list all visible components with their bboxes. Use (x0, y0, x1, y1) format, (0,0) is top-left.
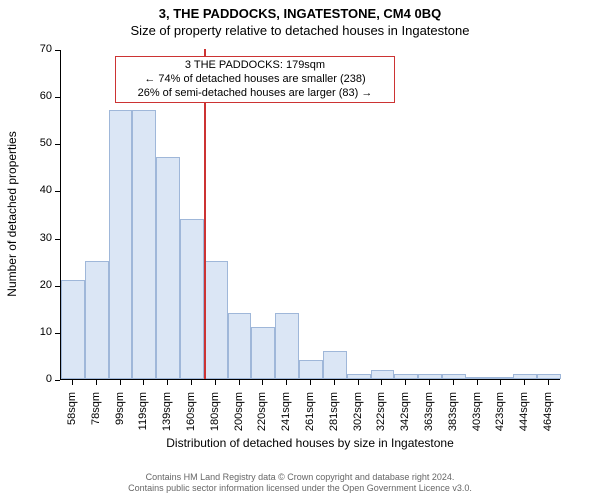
y-tick-label: 70 (22, 43, 52, 55)
x-tick-label: 383sqm (447, 392, 459, 442)
y-tick-mark (55, 144, 60, 145)
histogram-bar (418, 374, 442, 379)
annotation-line-3: 26% of semi-detached houses are larger (… (122, 87, 388, 101)
x-tick-label: 160sqm (185, 392, 197, 442)
attribution: Contains HM Land Registry data © Crown c… (0, 472, 600, 495)
histogram-bar (513, 374, 537, 379)
title-line2: Size of property relative to detached ho… (0, 21, 600, 38)
x-tick-label: 363sqm (423, 392, 435, 442)
x-tick-mark (262, 380, 263, 385)
x-tick-mark (167, 380, 168, 385)
x-tick-mark (429, 380, 430, 385)
histogram-bar (85, 261, 109, 379)
annotation-line-2: ← 74% of detached houses are smaller (23… (122, 73, 388, 87)
attribution-line-2: Contains public sector information licen… (0, 483, 600, 494)
x-tick-mark (310, 380, 311, 385)
annotation-line-1: 3 THE PADDOCKS: 179sqm (122, 59, 388, 73)
y-tick-label: 30 (22, 232, 52, 244)
histogram-bar (442, 374, 466, 379)
y-tick-mark (55, 191, 60, 192)
histogram-bar (490, 377, 514, 379)
histogram-bar (466, 377, 490, 379)
y-tick-label: 10 (22, 326, 52, 338)
y-tick-mark (55, 380, 60, 381)
histogram-bar (347, 374, 371, 379)
x-tick-mark (191, 380, 192, 385)
x-tick-label: 58sqm (66, 392, 78, 442)
x-tick-mark (405, 380, 406, 385)
histogram-bar (132, 110, 156, 379)
x-tick-mark (548, 380, 549, 385)
histogram-bar (394, 374, 418, 379)
x-tick-mark (453, 380, 454, 385)
x-tick-label: 342sqm (399, 392, 411, 442)
y-tick-mark (55, 50, 60, 51)
histogram-bar (109, 110, 133, 379)
x-tick-label: 423sqm (494, 392, 506, 442)
y-tick-label: 20 (22, 279, 52, 291)
histogram-bar (323, 351, 347, 379)
x-tick-label: 78sqm (90, 392, 102, 442)
x-tick-label: 322sqm (375, 392, 387, 442)
x-tick-label: 281sqm (328, 392, 340, 442)
x-tick-mark (215, 380, 216, 385)
y-tick-mark (55, 97, 60, 98)
x-tick-label: 261sqm (304, 392, 316, 442)
x-tick-label: 180sqm (209, 392, 221, 442)
histogram-bar (275, 313, 299, 379)
histogram-bar (204, 261, 228, 379)
y-tick-mark (55, 239, 60, 240)
attribution-line-1: Contains HM Land Registry data © Crown c… (0, 472, 600, 483)
histogram-bar (537, 374, 561, 379)
x-tick-label: 241sqm (280, 392, 292, 442)
x-tick-label: 403sqm (471, 392, 483, 442)
x-tick-mark (239, 380, 240, 385)
y-tick-label: 50 (22, 137, 52, 149)
histogram-bar (371, 370, 395, 379)
x-tick-label: 200sqm (233, 392, 245, 442)
y-tick-label: 40 (22, 184, 52, 196)
y-tick-mark (55, 286, 60, 287)
histogram-bar (156, 157, 180, 379)
histogram-bar (180, 219, 204, 379)
x-tick-label: 99sqm (114, 392, 126, 442)
x-tick-mark (500, 380, 501, 385)
histogram-bar (299, 360, 323, 379)
x-tick-mark (143, 380, 144, 385)
x-tick-mark (334, 380, 335, 385)
title-line1: 3, THE PADDOCKS, INGATESTONE, CM4 0BQ (0, 0, 600, 21)
histogram-bar (251, 327, 275, 379)
x-tick-mark (286, 380, 287, 385)
y-tick-label: 0 (22, 373, 52, 385)
x-tick-label: 464sqm (542, 392, 554, 442)
y-axis-label: Number of detached properties (5, 114, 19, 314)
x-tick-mark (96, 380, 97, 385)
x-tick-mark (358, 380, 359, 385)
x-tick-label: 139sqm (161, 392, 173, 442)
x-tick-label: 302sqm (352, 392, 364, 442)
annotation-box: 3 THE PADDOCKS: 179sqm ← 74% of detached… (115, 56, 395, 103)
histogram-bar (61, 280, 85, 379)
x-tick-label: 119sqm (137, 392, 149, 442)
x-tick-mark (120, 380, 121, 385)
x-tick-mark (524, 380, 525, 385)
x-tick-label: 444sqm (518, 392, 530, 442)
x-tick-mark (477, 380, 478, 385)
y-tick-mark (55, 333, 60, 334)
x-tick-label: 220sqm (256, 392, 268, 442)
y-tick-label: 60 (22, 90, 52, 102)
x-tick-mark (72, 380, 73, 385)
histogram-bar (228, 313, 252, 379)
x-tick-mark (381, 380, 382, 385)
